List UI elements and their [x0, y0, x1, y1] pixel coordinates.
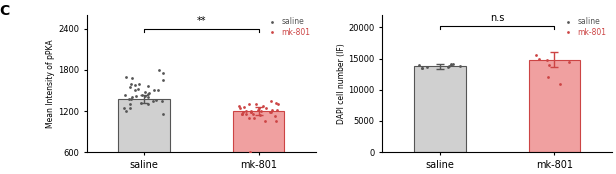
- Point: [137, 93, 147, 96]
- Text: **: **: [197, 16, 206, 26]
- Point: [143, 85, 153, 88]
- Point: [564, 60, 574, 63]
- Point: [144, 92, 153, 94]
- Point: [158, 79, 168, 81]
- Point: [554, 82, 564, 85]
- Point: [148, 89, 158, 92]
- Point: [251, 103, 261, 105]
- Point: [124, 97, 134, 100]
- Point: [143, 92, 153, 95]
- Point: [270, 115, 280, 118]
- Point: [136, 101, 146, 104]
- Point: [241, 110, 251, 112]
- Point: [120, 106, 129, 109]
- Point: [446, 62, 456, 65]
- Point: [448, 63, 458, 66]
- Y-axis label: Mean Intensity of pPKA: Mean Intensity of pPKA: [46, 39, 55, 128]
- Bar: [233, 111, 285, 174]
- Point: [541, 58, 551, 61]
- Point: [140, 90, 150, 93]
- Point: [265, 111, 275, 114]
- Point: [131, 84, 140, 86]
- Point: [237, 112, 246, 115]
- Point: [140, 94, 150, 97]
- Point: [271, 119, 281, 122]
- Point: [158, 99, 168, 102]
- Point: [144, 103, 153, 105]
- Point: [246, 110, 256, 112]
- Point: [125, 103, 135, 105]
- Text: n.s: n.s: [490, 13, 505, 23]
- Point: [417, 66, 427, 69]
- Point: [245, 151, 254, 154]
- Point: [158, 72, 168, 75]
- Point: [120, 93, 130, 96]
- Point: [254, 106, 264, 109]
- Point: [270, 101, 280, 104]
- Point: [254, 108, 264, 111]
- Point: [444, 65, 453, 68]
- Text: C: C: [0, 4, 10, 18]
- Point: [153, 89, 163, 92]
- Point: [235, 104, 245, 107]
- Point: [272, 108, 282, 111]
- Legend: saline, mk-801: saline, mk-801: [263, 16, 312, 39]
- Point: [543, 76, 553, 79]
- Bar: [529, 60, 580, 152]
- Point: [121, 75, 131, 78]
- Point: [151, 99, 161, 101]
- Point: [246, 111, 256, 114]
- Point: [256, 114, 265, 117]
- Point: [127, 77, 137, 80]
- Point: [121, 110, 131, 112]
- Point: [261, 120, 270, 123]
- Point: [257, 104, 267, 107]
- Bar: [414, 66, 466, 152]
- Point: [415, 64, 424, 67]
- Point: [127, 96, 137, 99]
- Point: [126, 82, 136, 85]
- Point: [238, 111, 248, 114]
- Point: [544, 64, 554, 66]
- Point: [532, 54, 541, 57]
- Point: [131, 94, 141, 97]
- Point: [446, 64, 456, 66]
- Point: [126, 106, 136, 109]
- Point: [266, 111, 276, 114]
- Point: [455, 65, 465, 68]
- Point: [237, 113, 247, 116]
- Point: [148, 99, 158, 102]
- Point: [273, 103, 283, 105]
- Point: [417, 66, 427, 69]
- Point: [125, 86, 135, 88]
- Point: [248, 112, 257, 115]
- Legend: saline, mk-801: saline, mk-801: [559, 16, 608, 39]
- Point: [126, 97, 136, 100]
- Point: [235, 107, 245, 110]
- Point: [134, 82, 144, 85]
- Point: [143, 96, 153, 99]
- Point: [246, 111, 256, 114]
- Point: [261, 106, 271, 109]
- Point: [154, 68, 164, 71]
- Point: [131, 89, 140, 92]
- Point: [267, 99, 277, 102]
- Point: [249, 116, 259, 119]
- Point: [239, 105, 249, 108]
- Point: [244, 116, 254, 119]
- Point: [267, 108, 277, 111]
- Point: [533, 57, 543, 60]
- Bar: [118, 99, 170, 174]
- Y-axis label: DAPI cell number (IF): DAPI cell number (IF): [337, 43, 346, 124]
- Point: [241, 113, 251, 116]
- Point: [256, 110, 265, 112]
- Point: [158, 113, 168, 116]
- Point: [444, 65, 454, 68]
- Point: [423, 66, 432, 69]
- Point: [245, 103, 254, 105]
- Point: [134, 88, 144, 90]
